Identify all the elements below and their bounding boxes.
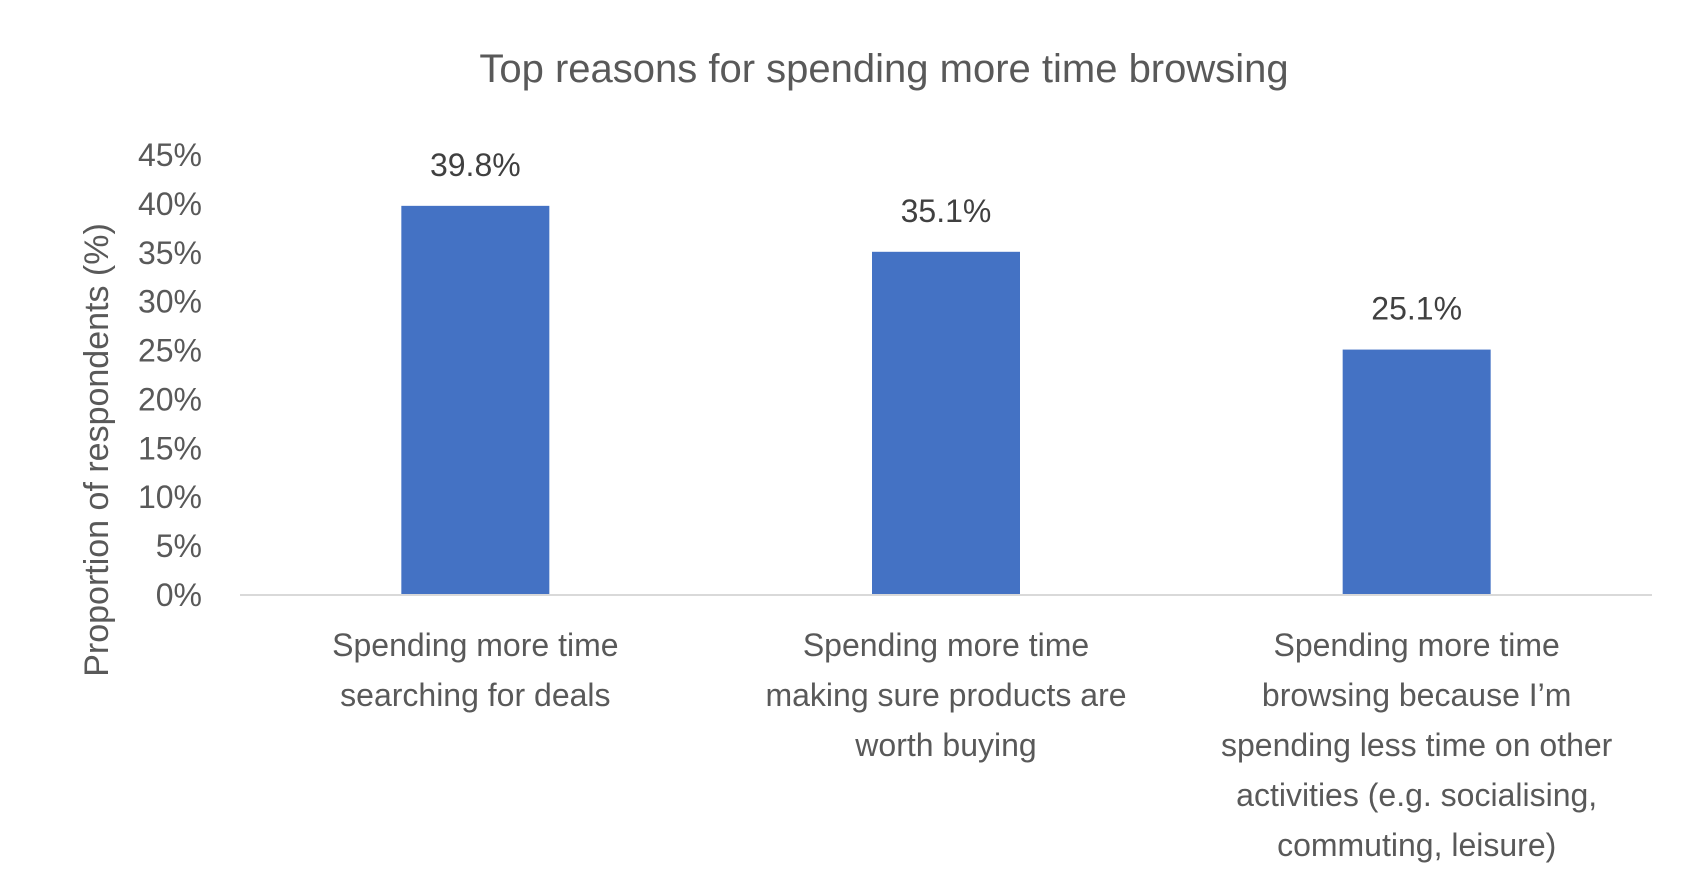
y-tick-label: 15% (138, 430, 202, 466)
bar (401, 205, 550, 595)
y-tick-label: 30% (138, 284, 202, 320)
y-axis-label: Proportion of respondents (%) (78, 223, 116, 677)
y-tick-label: 45% (138, 137, 202, 173)
x-category-label-line: Spending more time (332, 627, 618, 663)
x-category-label-line: browsing because I’m (1262, 677, 1571, 713)
x-category-label-line: Spending more time (803, 627, 1089, 663)
x-category-label-line: searching for deals (340, 677, 610, 713)
x-category-label: Spending more time browsing because I’m sp… (1221, 627, 1613, 863)
bar (872, 251, 1020, 596)
x-category-label: Spending more time searching for deals (332, 627, 618, 713)
x-category-label-line: making sure products are (765, 677, 1126, 713)
y-tick-label: 0% (156, 577, 202, 613)
x-category-label-line: Spending more time (1273, 627, 1559, 663)
bar-data-label: 39.8% (430, 147, 521, 183)
x-category-label-line: worth buying (854, 727, 1036, 763)
x-axis-category-labels: Spending more time searching for dealsSpe… (332, 627, 1613, 863)
y-tick-label: 20% (138, 381, 202, 417)
data-labels: 39.8% 35.1% 25.1% (430, 147, 1462, 327)
x-category-label-line: commuting, leisure) (1277, 827, 1556, 863)
y-tick-label: 40% (138, 186, 202, 222)
bar (1342, 349, 1491, 595)
x-category-label: Spending more time making sure products a… (765, 627, 1126, 763)
chart-title: Top reasons for spending more time brows… (479, 47, 1288, 91)
y-axis-ticks: 0% 5% 10% 15% 20% 25% 30% 35% 40% 45% (138, 137, 202, 613)
x-category-label-line: spending less time on other (1221, 727, 1613, 763)
x-category-label-line: activities (e.g. socialising, (1236, 777, 1597, 813)
y-tick-label: 5% (156, 528, 202, 564)
y-tick-label: 25% (138, 333, 202, 369)
bar-data-label: 25.1% (1371, 291, 1462, 327)
y-tick-label: 10% (138, 479, 202, 515)
bar-data-label: 35.1% (901, 193, 992, 229)
bar-series (401, 205, 1491, 596)
y-tick-label: 35% (138, 235, 202, 271)
